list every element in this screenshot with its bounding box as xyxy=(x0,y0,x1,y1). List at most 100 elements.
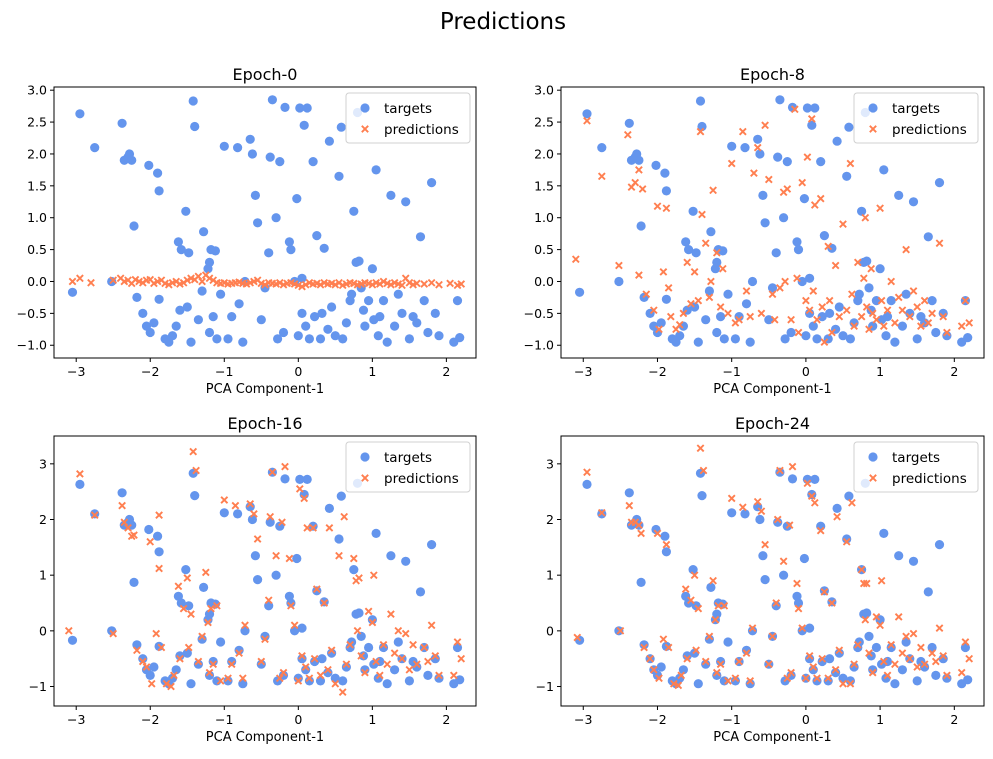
y-tick-label: −1 xyxy=(536,679,554,694)
subplot-epoch-24: Epoch-24 −3 −2 −1 0 1 2 −1 0 1 2 3 PCA Component-1 ta… xyxy=(536,414,985,745)
target-point xyxy=(358,651,369,661)
target-point xyxy=(934,178,945,188)
y-tick-label: 1.5 xyxy=(534,178,554,193)
target-point xyxy=(938,308,948,318)
prediction-point xyxy=(320,599,329,607)
x-tick-label: −1 xyxy=(722,364,740,379)
target-point xyxy=(942,331,952,341)
prediction-point xyxy=(369,571,378,580)
target-point xyxy=(773,152,783,162)
target-point xyxy=(302,474,312,484)
x-tick-label: 2 xyxy=(442,712,450,727)
prediction-point xyxy=(285,554,294,563)
prediction-point xyxy=(64,626,73,635)
target-point xyxy=(886,296,896,306)
target-point xyxy=(816,157,826,167)
prediction-point xyxy=(409,640,417,649)
target-point xyxy=(871,642,882,653)
target-point xyxy=(582,479,592,489)
target-point xyxy=(799,194,810,204)
prediction-point xyxy=(142,663,151,671)
prediction-point xyxy=(757,507,766,516)
prediction-point xyxy=(398,654,406,663)
target-point xyxy=(651,160,661,170)
target-point xyxy=(808,665,818,675)
target-point xyxy=(412,662,422,672)
target-point xyxy=(145,670,155,681)
prediction-point xyxy=(913,663,922,671)
target-point xyxy=(204,257,215,267)
prediction-point xyxy=(909,629,918,638)
target-point xyxy=(455,675,465,685)
target-point xyxy=(812,334,822,344)
prediction-point xyxy=(264,596,273,605)
target-point xyxy=(775,467,785,477)
prediction-point xyxy=(220,496,229,504)
target-point xyxy=(678,665,689,675)
prediction-point xyxy=(757,309,766,318)
prediction-point xyxy=(965,654,974,663)
y-tick-label: 3.0 xyxy=(534,83,554,98)
legend-predictions-marker xyxy=(869,125,877,133)
prediction-point xyxy=(294,677,303,685)
target-point xyxy=(354,256,364,266)
prediction-point xyxy=(859,579,868,588)
prediction-point xyxy=(809,287,818,295)
prediction-point xyxy=(68,277,77,286)
prediction-point xyxy=(783,674,792,683)
target-point xyxy=(636,221,646,231)
prediction-point xyxy=(879,322,888,330)
prediction-point xyxy=(891,319,899,327)
target-point xyxy=(797,626,807,636)
prediction-point xyxy=(876,204,884,213)
target-point xyxy=(712,609,722,619)
y-tick-label: 1.0 xyxy=(534,210,554,225)
target-point xyxy=(730,676,741,686)
target-point xyxy=(747,276,758,287)
prediction-point xyxy=(597,172,606,181)
subplot-epoch-0: Epoch-0 −3 −2 −1 0 1 2 −1.0 −0.5 0.0 0.5 1.0 1.5 2.0 2… xyxy=(17,65,477,397)
target-point xyxy=(193,659,203,669)
prediction-point xyxy=(649,665,658,674)
target-point xyxy=(773,517,783,527)
prediction-point xyxy=(698,210,706,219)
axes-frame xyxy=(560,86,985,359)
prediction-point xyxy=(597,508,606,517)
target-point xyxy=(675,331,685,341)
prediction-point xyxy=(261,635,269,644)
prediction-point xyxy=(909,287,918,295)
target-point xyxy=(190,491,200,501)
target-point xyxy=(330,331,340,341)
target-point xyxy=(656,662,666,672)
prediction-point xyxy=(372,657,380,666)
target-point xyxy=(292,553,302,564)
prediction-point xyxy=(133,646,141,655)
prediction-point xyxy=(883,306,892,315)
prediction-point xyxy=(798,624,807,632)
prediction-point xyxy=(675,320,684,329)
prediction-point xyxy=(659,635,668,644)
prediction-point xyxy=(746,677,755,685)
prediction-point xyxy=(824,674,833,683)
prediction-point xyxy=(457,280,466,288)
x-tick-label: 1 xyxy=(876,364,884,379)
prediction-point xyxy=(718,264,727,273)
prediction-point xyxy=(109,629,118,638)
prediction-point xyxy=(924,319,933,327)
target-point xyxy=(227,312,237,322)
target-point xyxy=(639,640,649,650)
prediction-point xyxy=(235,649,243,657)
prediction-point xyxy=(776,466,784,475)
target-point xyxy=(693,679,703,689)
target-point xyxy=(223,334,233,344)
target-point xyxy=(323,668,333,678)
target-point xyxy=(681,237,691,247)
prediction-point xyxy=(920,296,929,305)
prediction-point xyxy=(401,629,410,638)
target-point xyxy=(793,245,804,255)
legend-predictions-label: predictions xyxy=(384,471,459,487)
prediction-point xyxy=(683,258,692,267)
target-point xyxy=(905,308,915,318)
prediction-point xyxy=(776,284,784,292)
target-point xyxy=(278,327,289,338)
